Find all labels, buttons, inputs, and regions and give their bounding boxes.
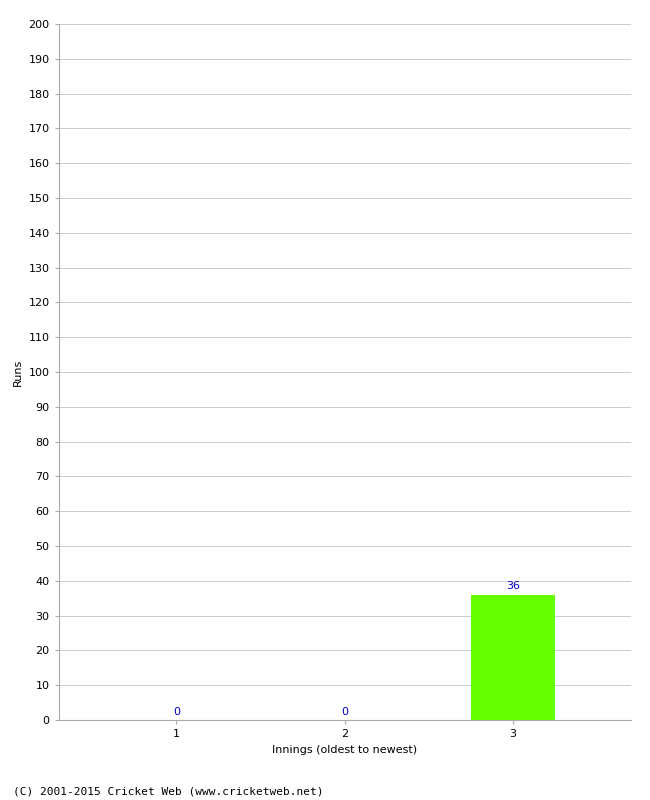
Bar [471,594,555,720]
Text: 0: 0 [173,706,180,717]
X-axis label: Innings (oldest to newest): Innings (oldest to newest) [272,745,417,754]
Text: (C) 2001-2015 Cricket Web (www.cricketweb.net): (C) 2001-2015 Cricket Web (www.cricketwe… [13,786,324,796]
Y-axis label: Runs: Runs [13,358,23,386]
Text: 36: 36 [506,582,520,591]
Text: 0: 0 [341,706,348,717]
